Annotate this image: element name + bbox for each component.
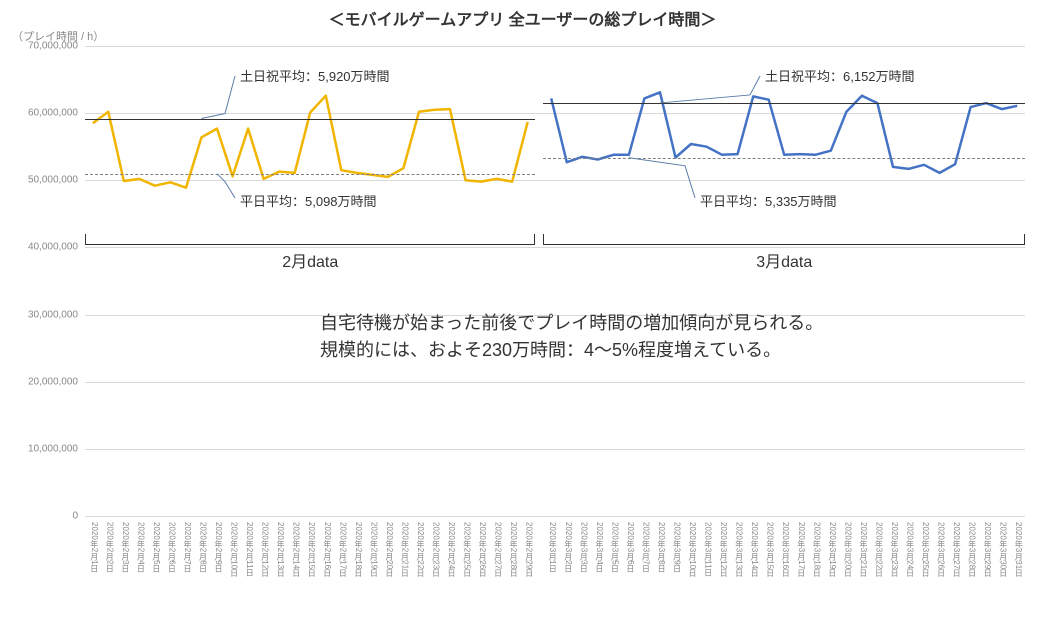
xtick-label: 2020年2月10日 — [229, 522, 240, 577]
xtick-label: 2020年3月7日 — [640, 522, 651, 573]
xtick-label: 2020年3月24日 — [905, 522, 916, 577]
ytick-label: 60,000,000 — [0, 108, 78, 119]
mar-bracket — [543, 234, 1025, 245]
xtick-label: 2020年2月1日 — [89, 522, 100, 573]
xtick-label: 2020年2月21日 — [399, 522, 410, 577]
xtick-label: 2020年3月3日 — [578, 522, 589, 573]
xtick-label: 2020年2月29日 — [524, 522, 535, 577]
xtick-label: 2020年3月5日 — [609, 522, 620, 573]
xtick-label: 2020年2月26日 — [477, 522, 488, 577]
xtick-label: 2020年2月20日 — [384, 522, 395, 577]
xtick-label: 2020年2月25日 — [462, 522, 473, 577]
xtick-label: 2020年2月14日 — [291, 522, 302, 577]
ytick-label: 40,000,000 — [0, 242, 78, 253]
xtick-label: 2020年2月13日 — [275, 522, 286, 577]
feb-month-label: 2月data — [85, 248, 535, 272]
mar-month-label: 3月data — [543, 248, 1025, 272]
xtick-label: 2020年2月18日 — [353, 522, 364, 577]
xtick-label: 2020年3月4日 — [594, 522, 605, 573]
xtick-label: 2020年3月2日 — [563, 522, 574, 573]
xtick-label: 2020年3月16日 — [780, 522, 791, 577]
xtick-label: 2020年2月2日 — [104, 522, 115, 573]
xtick-label: 2020年2月8日 — [198, 522, 209, 573]
xtick-label: 2020年3月31日 — [1013, 522, 1024, 577]
xtick-label: 2020年3月21日 — [858, 522, 869, 577]
note-line-1: 自宅待機が始まった前後でプレイ時間の増加傾向が見られる。 — [320, 310, 823, 337]
chart-container: ＜モバイルゲームアプリ 全ユーザーの総プレイ時間＞ （プレイ時間 / h） 01… — [0, 0, 1045, 620]
xtick-label: 2020年3月15日 — [765, 522, 776, 577]
xtick-label: 2020年2月9日 — [213, 522, 224, 573]
note-line-2: 規模的には、およそ230万時間：4～5%程度増えている。 — [320, 337, 823, 364]
xtick-label: 2020年3月9日 — [672, 522, 683, 573]
xtick-label: 2020年2月3日 — [120, 522, 131, 573]
xtick-label: 2020年2月23日 — [431, 522, 442, 577]
xtick-label: 2020年2月5日 — [151, 522, 162, 573]
xtick-label: 2020年2月11日 — [244, 522, 255, 577]
ytick-label: 10,000,000 — [0, 443, 78, 454]
xtick-label: 2020年3月1日 — [547, 522, 558, 573]
xtick-label: 2020年3月8日 — [656, 522, 667, 573]
xtick-label: 2020年3月18日 — [811, 522, 822, 577]
xtick-label: 2020年2月22日 — [415, 522, 426, 577]
xtick-label: 2020年3月19日 — [827, 522, 838, 577]
xtick-label: 2020年2月17日 — [337, 522, 348, 577]
xtick-label: 2020年2月15日 — [306, 522, 317, 577]
xtick-label: 2020年3月11日 — [703, 522, 714, 577]
xtick-label: 2020年3月30日 — [998, 522, 1009, 577]
xtick-label: 2020年3月22日 — [873, 522, 884, 577]
xtick-label: 2020年2月12日 — [260, 522, 271, 577]
xtick-label: 2020年3月17日 — [796, 522, 807, 577]
xtick-label: 2020年3月20日 — [842, 522, 853, 577]
chart-title: ＜モバイルゲームアプリ 全ユーザーの総プレイ時間＞ — [0, 6, 1045, 30]
xtick-label: 2020年2月16日 — [322, 522, 333, 577]
xtick-label: 2020年2月4日 — [135, 522, 146, 573]
xtick-label: 2020年3月10日 — [687, 522, 698, 577]
ytick-label: 0 — [0, 511, 78, 522]
ytick-label: 30,000,000 — [0, 309, 78, 320]
xtick-label: 2020年2月7日 — [182, 522, 193, 573]
xtick-label: 2020年2月24日 — [446, 522, 457, 577]
feb-bracket — [85, 234, 535, 245]
xtick-label: 2020年3月28日 — [967, 522, 978, 577]
xtick-label: 2020年3月6日 — [625, 522, 636, 573]
note-text: 自宅待機が始まった前後でプレイ時間の増加傾向が見られる。 規模的には、およそ23… — [320, 310, 823, 364]
xtick-label: 2020年3月29日 — [982, 522, 993, 577]
xtick-label: 2020年2月28日 — [508, 522, 519, 577]
xtick-label: 2020年3月26日 — [936, 522, 947, 577]
ytick-label: 50,000,000 — [0, 175, 78, 186]
xtick-label: 2020年3月25日 — [920, 522, 931, 577]
gridline — [85, 516, 1025, 517]
xtick-label: 2020年3月23日 — [889, 522, 900, 577]
ytick-label: 70,000,000 — [0, 41, 78, 52]
xtick-label: 2020年3月12日 — [718, 522, 729, 577]
xtick-label: 2020年3月13日 — [734, 522, 745, 577]
xtick-label: 2020年3月27日 — [951, 522, 962, 577]
mar_weekday-callout — [85, 46, 1025, 516]
xtick-label: 2020年2月27日 — [493, 522, 504, 577]
xtick-label: 2020年2月6日 — [166, 522, 177, 573]
xtick-label: 2020年3月14日 — [749, 522, 760, 577]
xtick-label: 2020年2月19日 — [368, 522, 379, 577]
ytick-label: 20,000,000 — [0, 376, 78, 387]
plot-area: 010,000,00020,000,00030,000,00040,000,00… — [85, 46, 1025, 516]
